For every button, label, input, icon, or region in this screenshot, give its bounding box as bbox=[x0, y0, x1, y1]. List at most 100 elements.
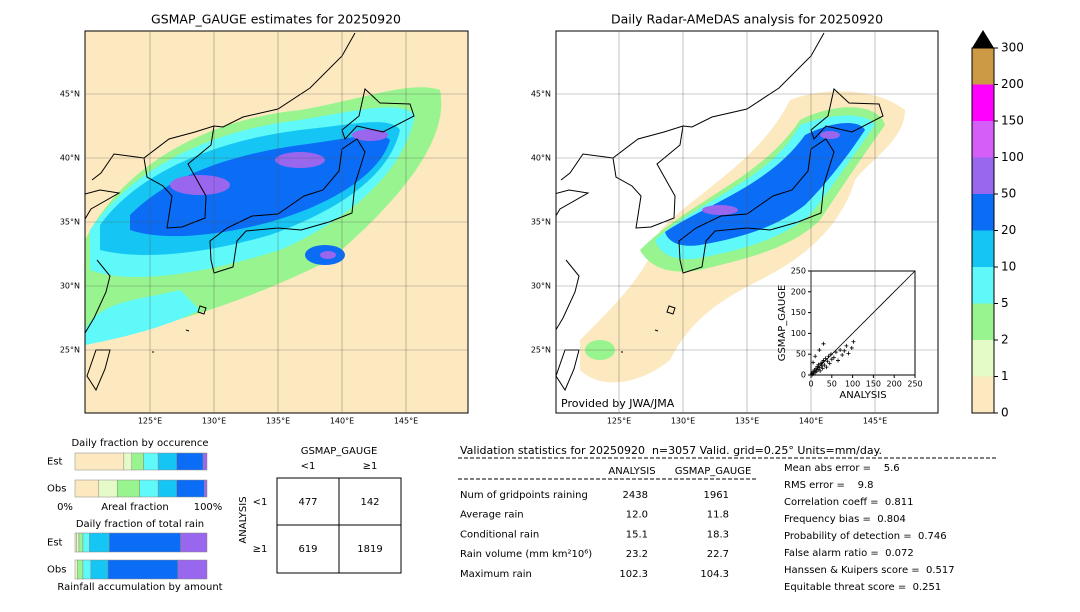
cell: 15.1 bbox=[626, 529, 648, 540]
x-tick-label: 50 bbox=[827, 380, 837, 389]
scatter-point bbox=[851, 339, 856, 344]
colorbar-band bbox=[972, 340, 994, 377]
fraction-segment bbox=[74, 479, 100, 498]
y-tick-label: 50 bbox=[796, 350, 806, 359]
scatter-point bbox=[818, 368, 823, 373]
scatter-xlabel: ANALYSIS bbox=[839, 390, 886, 401]
colorbar-band bbox=[972, 121, 994, 158]
colorbar-label: 300 bbox=[1001, 41, 1024, 55]
axis-label: Areal fraction bbox=[101, 502, 168, 513]
lon-label: 125°E bbox=[607, 417, 631, 426]
row-label: Num of gridpoints raining bbox=[460, 490, 588, 501]
scatter-point bbox=[840, 353, 845, 358]
scatter-point bbox=[842, 348, 847, 353]
lat-label: 35°N bbox=[60, 218, 80, 227]
scatter-point bbox=[813, 366, 818, 371]
scatter-point bbox=[849, 345, 854, 350]
lat-label: 35°N bbox=[531, 218, 551, 227]
fraction-segment bbox=[98, 479, 118, 498]
fraction-segment bbox=[90, 559, 109, 580]
colorbar-label: 1 bbox=[1001, 369, 1009, 383]
fraction-segment bbox=[176, 452, 204, 471]
fraction-segment bbox=[116, 479, 140, 498]
colorbar-band bbox=[972, 194, 994, 231]
row-label: <1 bbox=[253, 497, 268, 508]
col-label: ≥1 bbox=[363, 461, 378, 472]
scatter-point bbox=[827, 361, 832, 366]
scatter-point bbox=[822, 363, 827, 368]
lon-label: 145°E bbox=[394, 417, 418, 426]
occurrence-title: Daily fraction by occurence bbox=[71, 438, 208, 449]
fraction-segment bbox=[180, 532, 208, 553]
score: Equitable threat score = 0.251 bbox=[784, 582, 941, 593]
scatter-ylabel: GSMAP_GAUGE bbox=[777, 285, 788, 362]
scatter-point bbox=[844, 343, 849, 348]
colorbar-band bbox=[972, 267, 994, 304]
colorbar-band bbox=[972, 84, 994, 121]
fraction-segment bbox=[78, 532, 84, 553]
colorbar-frame bbox=[971, 47, 995, 414]
cell: 104.3 bbox=[700, 569, 729, 580]
scatter-point bbox=[817, 365, 822, 370]
lat-label: 30°N bbox=[60, 282, 80, 291]
validation-header: Validation statistics for 20250920 n=305… bbox=[460, 444, 882, 457]
row-label: Rain volume (mm km²10⁶) bbox=[460, 549, 592, 560]
lon-label: 130°E bbox=[671, 417, 695, 426]
scatter-point bbox=[846, 351, 851, 356]
fraction-segment bbox=[131, 452, 144, 471]
cell: 18.3 bbox=[707, 529, 729, 540]
row-label: Maximum rain bbox=[460, 569, 532, 580]
contingency-title: GSMAP_GAUGE bbox=[301, 446, 378, 457]
colorbar-label: 0 bbox=[1001, 406, 1009, 420]
score: Hanssen & Kuipers score = 0.517 bbox=[784, 565, 955, 576]
cell: 2438 bbox=[623, 490, 648, 501]
scatter-point bbox=[833, 350, 838, 355]
row-label: Est bbox=[47, 538, 63, 549]
axis-label: 100% bbox=[194, 502, 223, 513]
lat-label: 30°N bbox=[531, 282, 551, 291]
fraction-segment bbox=[157, 479, 177, 498]
colorbar-label: 50 bbox=[1001, 187, 1016, 201]
fraction-segment bbox=[89, 532, 110, 553]
lon-label: 125°E bbox=[138, 417, 162, 426]
left-map-title: GSMAP_GAUGE estimates for 20250920 bbox=[151, 12, 401, 27]
scatter-point bbox=[838, 348, 843, 353]
contingency-cell: 142 bbox=[360, 497, 379, 508]
colorbar-label: 100 bbox=[1001, 150, 1024, 164]
lon-label: 135°E bbox=[735, 417, 759, 426]
right-map-title: Daily Radar-AMeDAS analysis for 20250920 bbox=[611, 12, 883, 27]
lon-label: 140°E bbox=[799, 417, 823, 426]
lon-label: 130°E bbox=[202, 417, 226, 426]
y-tick-label: 150 bbox=[791, 308, 806, 317]
score: Frequency bias = 0.804 bbox=[784, 514, 906, 525]
fraction-segment bbox=[82, 532, 90, 553]
scatter-point bbox=[820, 366, 825, 371]
contingency-cell: 619 bbox=[298, 544, 317, 555]
colorbar-label: 5 bbox=[1001, 296, 1009, 310]
scatter-point bbox=[821, 358, 826, 363]
fraction-segment bbox=[109, 532, 181, 553]
lat-label: 25°N bbox=[531, 346, 551, 355]
score: Correlation coeff = 0.811 bbox=[784, 497, 914, 508]
y-tick-label: 0 bbox=[801, 371, 806, 380]
colorbar-band bbox=[972, 376, 994, 413]
x-tick-label: 100 bbox=[845, 380, 860, 389]
row-label: Est bbox=[47, 457, 63, 468]
fraction-segment bbox=[202, 452, 208, 471]
scatter-point bbox=[836, 358, 841, 363]
column-header: ANALYSIS bbox=[608, 466, 655, 477]
lat-label: 40°N bbox=[60, 154, 80, 163]
colorbar-band bbox=[972, 157, 994, 194]
cell: 22.7 bbox=[707, 549, 729, 560]
fraction-segment bbox=[176, 479, 205, 498]
total-rain-title: Daily fraction of total rain bbox=[76, 519, 204, 530]
scatter-point bbox=[815, 364, 820, 369]
lat-label: 40°N bbox=[531, 154, 551, 163]
fraction-segment bbox=[204, 479, 208, 498]
contingency-row-title: ANALYSIS bbox=[238, 496, 249, 543]
contingency-cell: 477 bbox=[298, 497, 317, 508]
total-rain-xlabel: Rainfall accumulation by amount bbox=[57, 582, 222, 593]
row-label: Obs bbox=[47, 565, 66, 576]
score: RMS error = 9.8 bbox=[784, 480, 874, 491]
fraction-segment bbox=[107, 559, 179, 580]
